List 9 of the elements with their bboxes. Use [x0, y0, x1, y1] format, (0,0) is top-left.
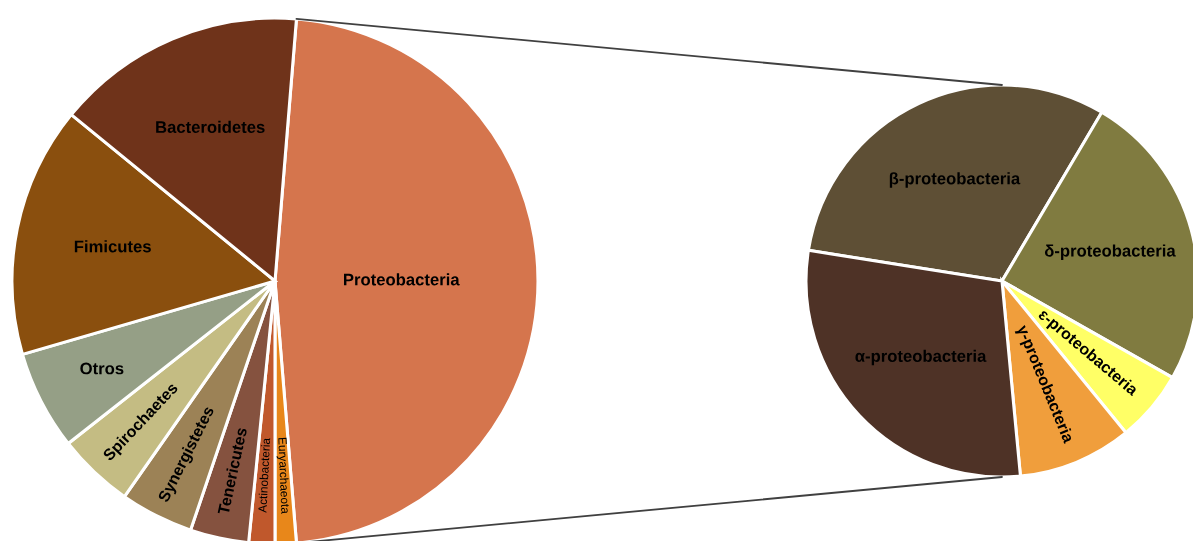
slice-label: Otros: [80, 362, 124, 375]
slice-label: α-proteobacteria: [855, 349, 987, 366]
slice-label: β-proteobacteria: [889, 172, 1021, 188]
slice-label: Fimicutes: [74, 240, 151, 253]
slice-label: Proteobacteria: [344, 273, 460, 286]
slice-label: Euryarchaeota: [275, 437, 291, 515]
slice-label: Actinobacteria: [257, 437, 271, 513]
slice-label: δ-proteobacteria: [1044, 244, 1176, 260]
slice-label: Bacteroidetes: [156, 120, 265, 133]
